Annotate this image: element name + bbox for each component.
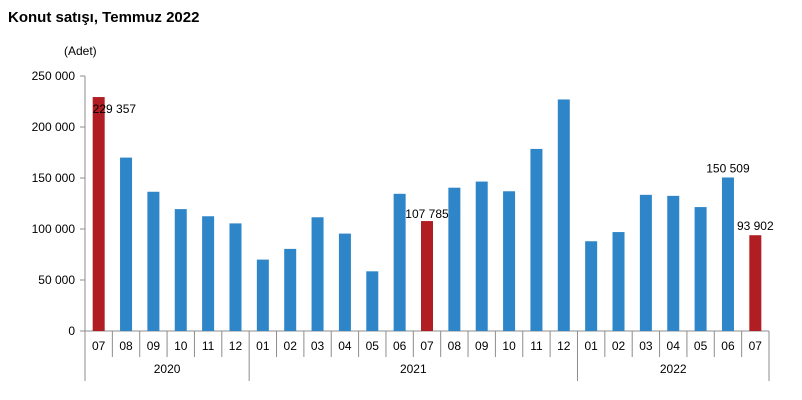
bar (585, 241, 598, 331)
bar (338, 233, 351, 331)
x-tick-label: 03 (639, 339, 653, 353)
x-tick-label: 05 (694, 339, 708, 353)
y-tick-label: 0 (68, 324, 75, 338)
x-tick-label: 09 (147, 339, 161, 353)
y-tick-label: 100 000 (32, 222, 76, 236)
bar (174, 209, 187, 331)
x-tick-label: 10 (174, 339, 188, 353)
y-tick-label: 200 000 (32, 120, 76, 134)
x-tick-label: 04 (667, 339, 681, 353)
bar (448, 187, 461, 331)
x-tick-label: 08 (448, 339, 462, 353)
x-tick-label: 11 (202, 339, 215, 353)
bar (612, 232, 625, 331)
year-label: 2020 (154, 362, 181, 376)
bar (503, 191, 516, 331)
bar (749, 235, 762, 331)
x-tick-label: 12 (229, 339, 243, 353)
bar (147, 191, 160, 331)
bar (639, 194, 652, 331)
x-tick-label: 09 (475, 339, 489, 353)
x-tick-label: 01 (584, 339, 598, 353)
bar (284, 248, 297, 331)
bar (202, 216, 215, 331)
x-tick-label: 02 (612, 339, 626, 353)
bar (120, 157, 133, 331)
x-tick-label: 07 (92, 339, 106, 353)
bar (721, 177, 734, 331)
data-label: 93 902 (737, 219, 774, 233)
x-tick-label: 03 (311, 339, 325, 353)
x-tick-label: 04 (338, 339, 352, 353)
x-tick-label: 10 (502, 339, 516, 353)
x-tick-label: 08 (119, 339, 133, 353)
bar (311, 217, 324, 331)
y-tick-label: 150 000 (32, 171, 76, 185)
x-tick-label: 01 (256, 339, 270, 353)
data-label: 150 509 (706, 161, 750, 175)
bar (421, 221, 433, 331)
bar (530, 148, 543, 331)
bar (557, 99, 570, 332)
y-tick-label: 50 000 (38, 273, 75, 287)
data-label: 107 785 (405, 207, 449, 221)
x-tick-label: 02 (284, 339, 298, 353)
bar (694, 207, 707, 331)
bar (475, 181, 488, 331)
y-axis-unit: (Adet) (64, 44, 97, 58)
data-label: 229 357 (93, 102, 137, 116)
bar (256, 259, 269, 331)
y-tick-label: 250 000 (32, 69, 76, 83)
bar (393, 193, 406, 331)
x-tick-label: 06 (721, 339, 735, 353)
chart-title: Konut satışı, Temmuz 2022 (8, 9, 200, 26)
x-tick-label: 12 (557, 339, 571, 353)
x-tick-label: 11 (530, 339, 543, 353)
year-label: 2021 (400, 362, 427, 376)
bar (229, 223, 242, 331)
x-tick-label: 07 (420, 339, 434, 353)
bar (366, 271, 379, 331)
bar (667, 195, 680, 331)
x-tick-label: 06 (393, 339, 407, 353)
x-tick-label: 05 (366, 339, 380, 353)
bar (92, 97, 105, 331)
year-label: 2022 (660, 362, 687, 376)
x-tick-label: 07 (749, 339, 763, 353)
